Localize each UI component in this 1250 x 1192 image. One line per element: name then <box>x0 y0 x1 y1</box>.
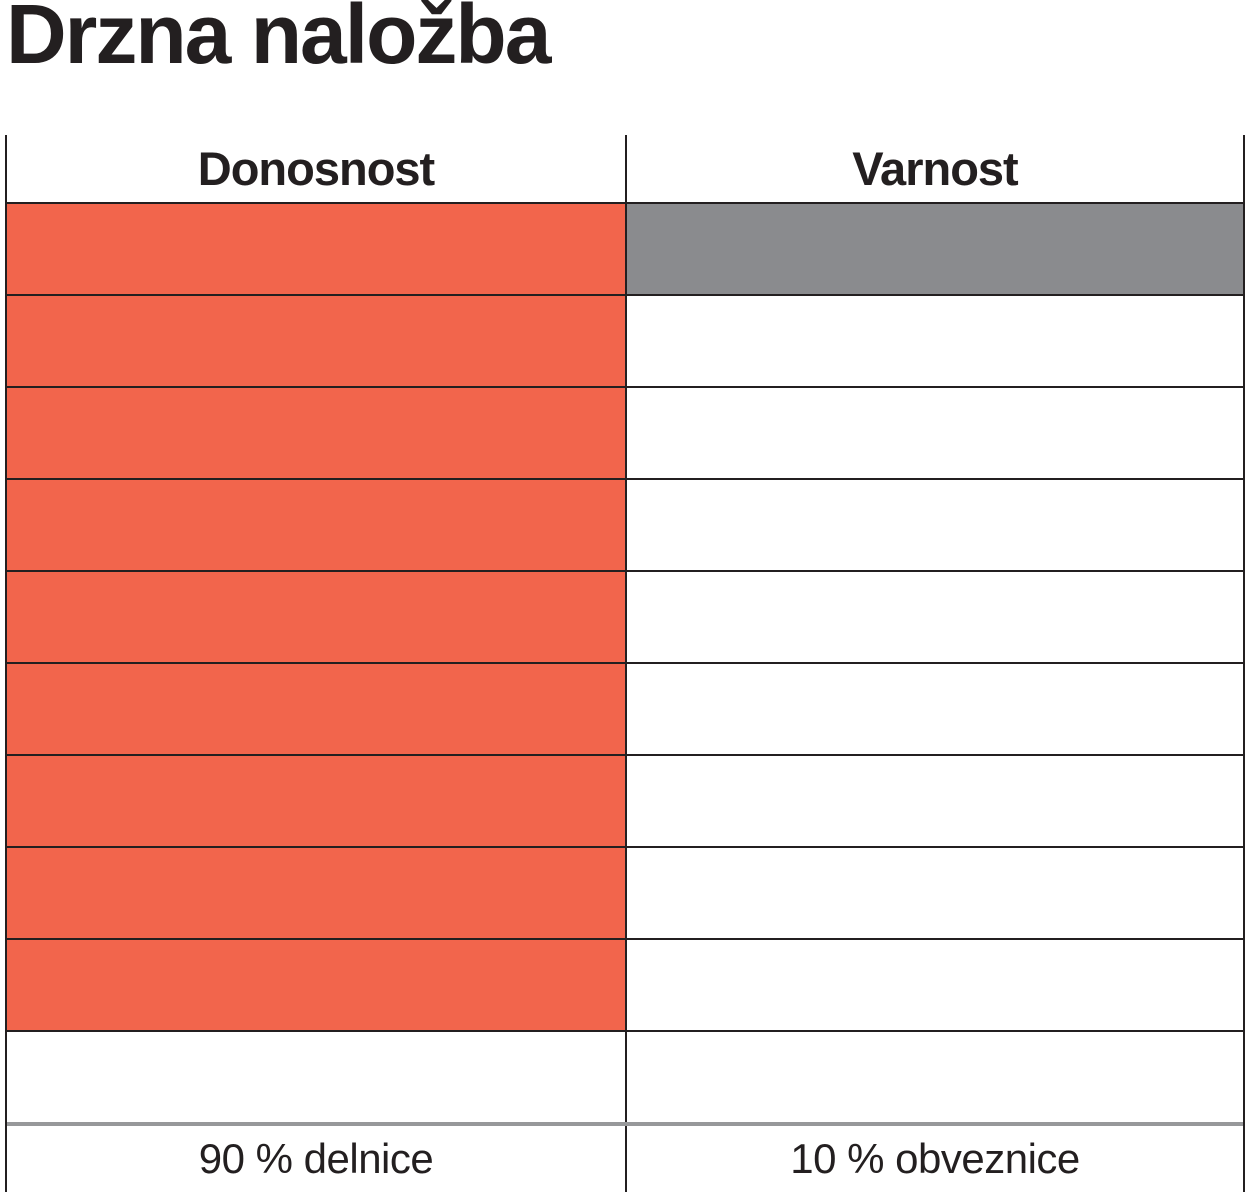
footer-row: 90 % delnice 10 % obveznice <box>7 1122 1243 1192</box>
donosnost-cell <box>7 756 627 846</box>
footer-label-varnost: 10 % obveznice <box>790 1135 1080 1182</box>
table-row <box>7 938 1243 1030</box>
table-row <box>7 294 1243 386</box>
grid-rows <box>7 202 1243 1122</box>
table-row <box>7 662 1243 754</box>
donosnost-cell <box>7 1032 627 1122</box>
footer-label-donosnost: 90 % delnice <box>7 1126 627 1192</box>
varnost-cell <box>627 388 1243 478</box>
varnost-cell <box>627 664 1243 754</box>
column-header-donosnost: Donosnost <box>7 135 627 202</box>
donosnost-cell <box>7 664 627 754</box>
donosnost-cell <box>7 572 627 662</box>
donosnost-cell <box>7 940 627 1030</box>
table-row <box>7 386 1243 478</box>
varnost-cell <box>627 480 1243 570</box>
table-row <box>7 202 1243 294</box>
page-title: Drzna naložba <box>6 0 551 81</box>
varnost-cell <box>627 572 1243 662</box>
table-row <box>7 1030 1243 1122</box>
donosnost-cell <box>7 848 627 938</box>
donosnost-cell <box>7 480 627 570</box>
donosnost-cell <box>7 388 627 478</box>
donosnost-cell <box>7 296 627 386</box>
varnost-cell <box>627 1032 1243 1122</box>
table-row <box>7 570 1243 662</box>
varnost-cell <box>627 204 1243 294</box>
table-row <box>7 478 1243 570</box>
varnost-cell <box>627 848 1243 938</box>
header-row: Donosnost Varnost <box>7 135 1243 202</box>
varnost-cell <box>627 756 1243 846</box>
table-row <box>7 846 1243 938</box>
column-header-varnost: Varnost <box>852 142 1018 195</box>
varnost-cell <box>627 940 1243 1030</box>
table-row <box>7 754 1243 846</box>
varnost-cell <box>627 296 1243 386</box>
allocation-table: Donosnost Varnost 90 % delnice 10 % obve… <box>5 135 1245 1192</box>
donosnost-cell <box>7 204 627 294</box>
